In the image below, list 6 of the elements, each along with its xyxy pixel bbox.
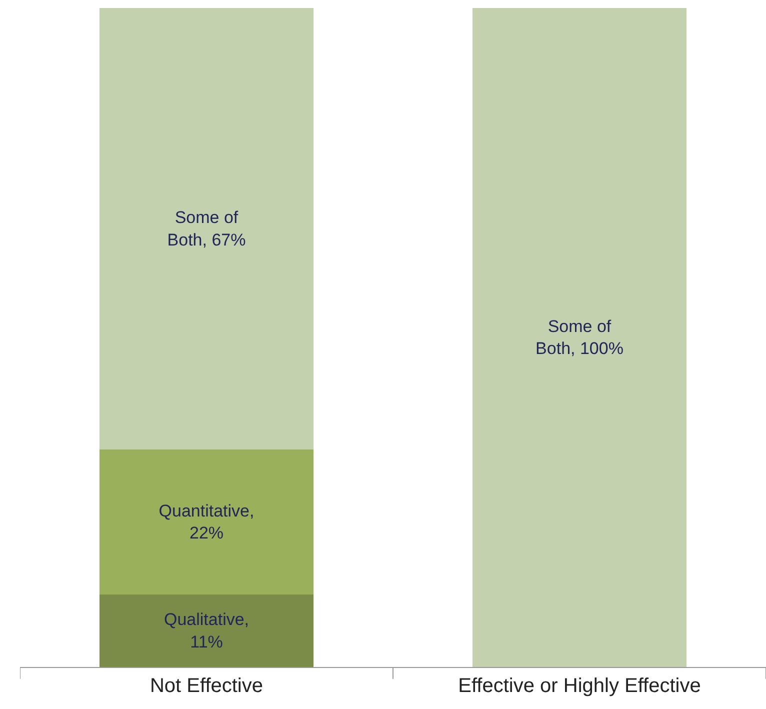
data-label: Some of Both, 67% [167, 208, 246, 250]
data-label: Some of Both, 100% [536, 316, 624, 358]
x-tick-label: Not Effective [150, 675, 264, 697]
x-tick-label: Effective or Highly Effective [458, 675, 701, 697]
data-label: Quantitative, 22% [158, 501, 254, 543]
data-label: Qualitative, 11% [164, 610, 250, 652]
